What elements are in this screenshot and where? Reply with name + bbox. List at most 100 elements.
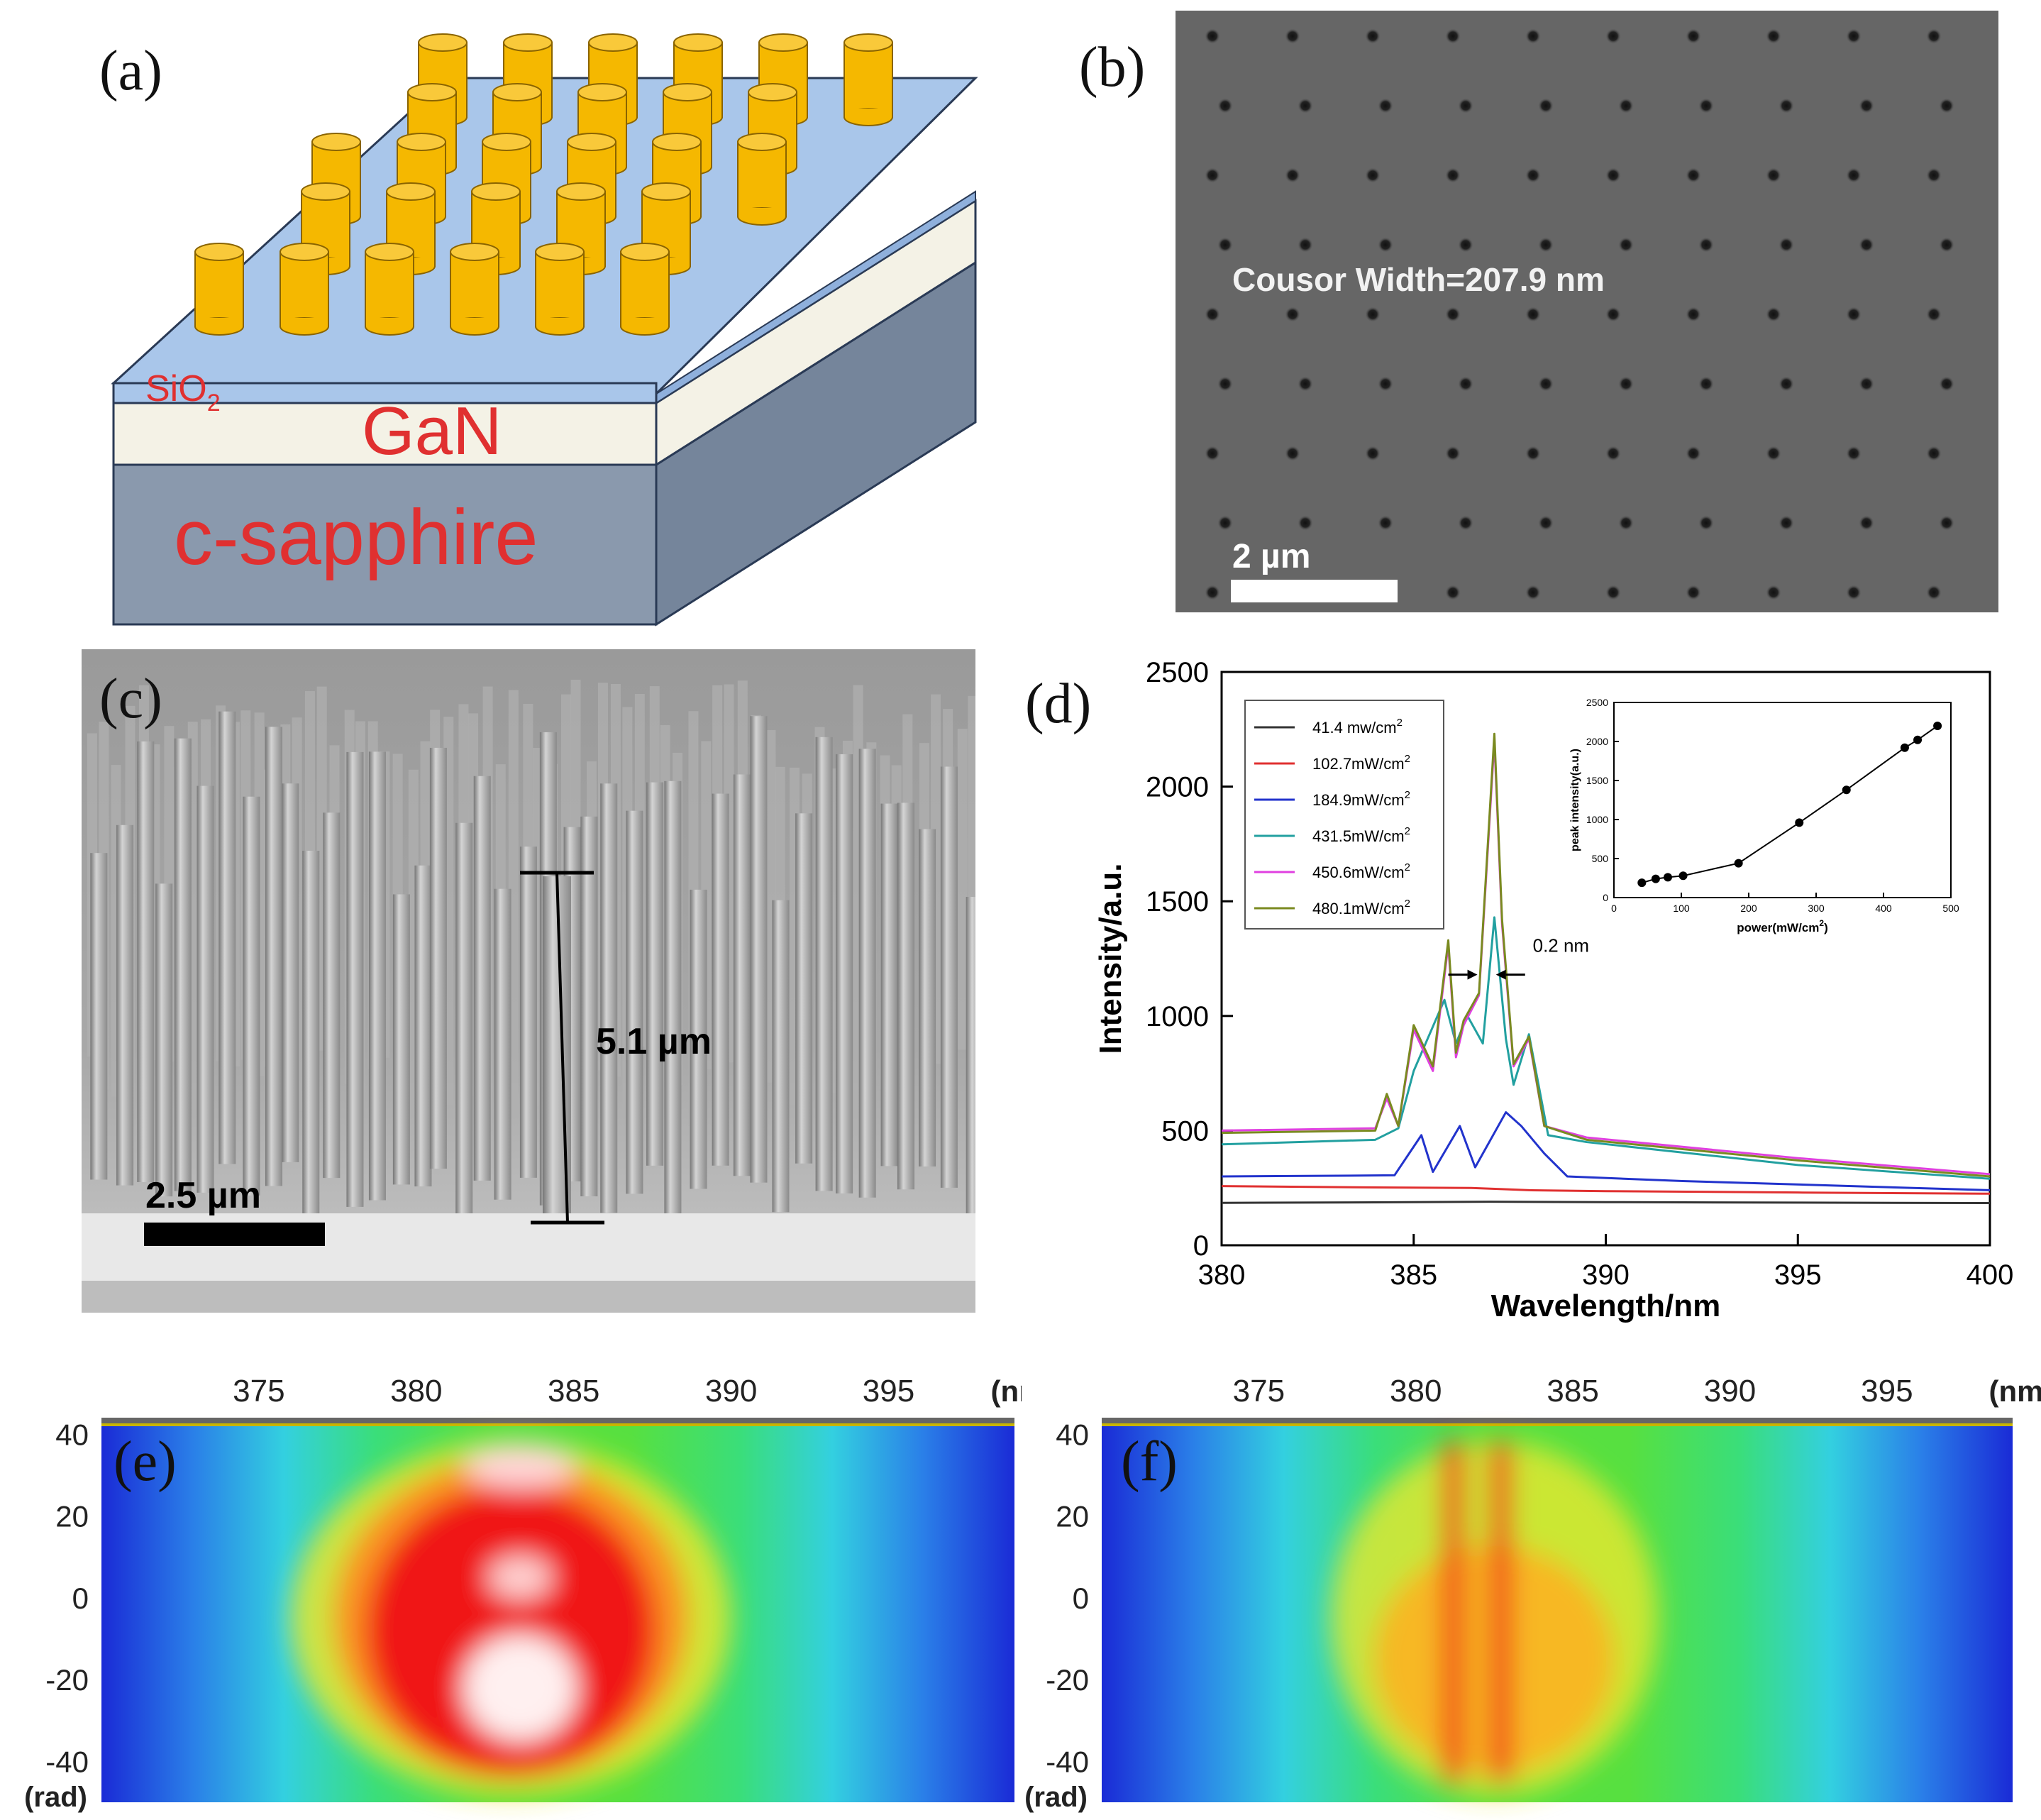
device-schematic: SiO2 GaN c-sapphire bbox=[111, 33, 978, 627]
height-marker-line bbox=[555, 872, 569, 1223]
y-tick-label: 1500 bbox=[1146, 886, 1209, 917]
nanopillar bbox=[450, 243, 499, 336]
nanorod bbox=[858, 749, 876, 1198]
sem-hole bbox=[1298, 376, 1313, 392]
sem-hole bbox=[1205, 446, 1220, 461]
sem-hole bbox=[1365, 446, 1381, 461]
sem-hole bbox=[1445, 307, 1461, 322]
x-tick-label: 385 bbox=[1390, 1259, 1437, 1291]
sem-hole bbox=[1618, 237, 1634, 253]
map-x-unit: (nm) bbox=[1989, 1374, 2041, 1408]
nanorod bbox=[919, 829, 936, 1167]
sem-hole bbox=[1766, 585, 1781, 600]
y-tick-label: 2500 bbox=[1146, 657, 1209, 688]
nanorod bbox=[90, 853, 108, 1180]
sem-hole bbox=[1525, 28, 1541, 44]
nanorod bbox=[646, 782, 664, 1166]
map-x-tick-label: 380 bbox=[390, 1374, 442, 1408]
inset-x-tick-label: 400 bbox=[1875, 903, 1892, 914]
sem-hole bbox=[1686, 585, 1701, 600]
map-y-tick-label: -40 bbox=[45, 1745, 89, 1778]
y-tick-label: 1000 bbox=[1146, 1001, 1209, 1032]
inset-point bbox=[1637, 878, 1647, 888]
map-x-tick-label: 375 bbox=[1233, 1374, 1285, 1408]
lasing-mode-line bbox=[1443, 1443, 1464, 1782]
map-y-tick-label: 20 bbox=[55, 1500, 89, 1533]
inset-x-tick-label: 0 bbox=[1611, 903, 1617, 914]
map-y-tick-label: 40 bbox=[55, 1418, 89, 1452]
sem-hole bbox=[1779, 515, 1794, 531]
inset-x-tick-label: 300 bbox=[1808, 903, 1825, 914]
annotation-arrowhead bbox=[1495, 969, 1506, 980]
heat-region-red bbox=[365, 1485, 656, 1777]
inset-x-tick-label: 200 bbox=[1740, 903, 1757, 914]
map-y-tick-label: -20 bbox=[1046, 1663, 1089, 1697]
gan-label: GaN bbox=[362, 393, 502, 469]
scale-bar bbox=[144, 1223, 325, 1246]
sem-hole bbox=[1217, 376, 1233, 392]
nanorod bbox=[966, 897, 975, 1216]
inset-y-tick-label: 2000 bbox=[1586, 736, 1608, 747]
inset-y-tick-label: 500 bbox=[1592, 853, 1609, 864]
sem-hole bbox=[1605, 167, 1621, 183]
sio2-front-face bbox=[112, 382, 658, 404]
map-y-tick-label: 20 bbox=[1056, 1500, 1089, 1533]
sem-hole bbox=[1846, 307, 1862, 322]
inset-point bbox=[1734, 859, 1743, 868]
nanopillar bbox=[194, 243, 244, 336]
inset-y-tick-label: 1500 bbox=[1586, 775, 1608, 786]
sem-hole bbox=[1205, 167, 1220, 183]
panel-c: 5.1 µm 2.5 µm (c) bbox=[0, 649, 993, 1323]
sem-hole bbox=[1926, 585, 1942, 600]
sem-hole bbox=[1859, 376, 1874, 392]
sem-hole bbox=[1365, 28, 1381, 44]
nanorod bbox=[626, 810, 643, 1194]
nanorod-back bbox=[957, 729, 968, 1050]
series-line bbox=[1221, 1185, 1991, 1195]
sem-hole bbox=[1618, 515, 1634, 531]
y-tick-label: 500 bbox=[1161, 1115, 1209, 1147]
nanorod bbox=[940, 766, 958, 1188]
map-x-unit: (nm) bbox=[991, 1374, 1022, 1408]
series-line bbox=[1221, 732, 1991, 1178]
nanorod bbox=[265, 727, 283, 1186]
nanorod bbox=[600, 783, 618, 1213]
map-y-tick-label: 40 bbox=[1056, 1418, 1089, 1452]
sio2-label: SiO2 bbox=[145, 368, 221, 417]
scale-bar-label: 2.5 µm bbox=[145, 1175, 261, 1216]
sem-top-view-image: Cousor Width=207.9 nm 2 µm bbox=[1176, 11, 1998, 612]
nanorod bbox=[392, 894, 410, 1185]
y-axis-label: Intensity/a.u. bbox=[1093, 864, 1128, 1054]
map-y-unit: (rad) bbox=[1024, 1782, 1088, 1813]
sem-hole bbox=[1445, 28, 1461, 44]
sem-hole bbox=[1525, 585, 1541, 600]
sem-hole bbox=[1686, 28, 1701, 44]
height-label: 5.1 µm bbox=[596, 1021, 712, 1062]
sem-hole bbox=[1445, 585, 1461, 600]
scale-bar-label: 2 µm bbox=[1232, 538, 1310, 575]
sem-hole bbox=[1285, 307, 1300, 322]
sem-hole bbox=[1458, 515, 1473, 531]
lasing-mode-line bbox=[1490, 1443, 1511, 1782]
nanopillar bbox=[620, 243, 670, 336]
series-line bbox=[1221, 916, 1991, 1180]
nanopillar bbox=[843, 33, 893, 126]
nanorod bbox=[116, 824, 134, 1186]
nanopillar-array bbox=[194, 33, 893, 336]
map-top-strip bbox=[1102, 1418, 2013, 1423]
sem-hole bbox=[1926, 446, 1942, 461]
nanorod bbox=[664, 781, 682, 1220]
inset-point bbox=[1900, 743, 1909, 752]
sem-hole bbox=[1859, 515, 1874, 531]
sem-hole bbox=[1939, 376, 1954, 392]
panel-d-label: (d) bbox=[1025, 673, 1092, 735]
sem-hole bbox=[1766, 28, 1781, 44]
sem-hole bbox=[1766, 446, 1781, 461]
map-y-unit: (rad) bbox=[24, 1782, 87, 1813]
nanorod bbox=[712, 793, 729, 1166]
inset-point bbox=[1913, 735, 1923, 744]
sem-hole bbox=[1538, 98, 1554, 114]
panel-b-label: (b) bbox=[1079, 36, 1146, 99]
sem-hole bbox=[1378, 376, 1393, 392]
inset-point bbox=[1651, 874, 1660, 883]
